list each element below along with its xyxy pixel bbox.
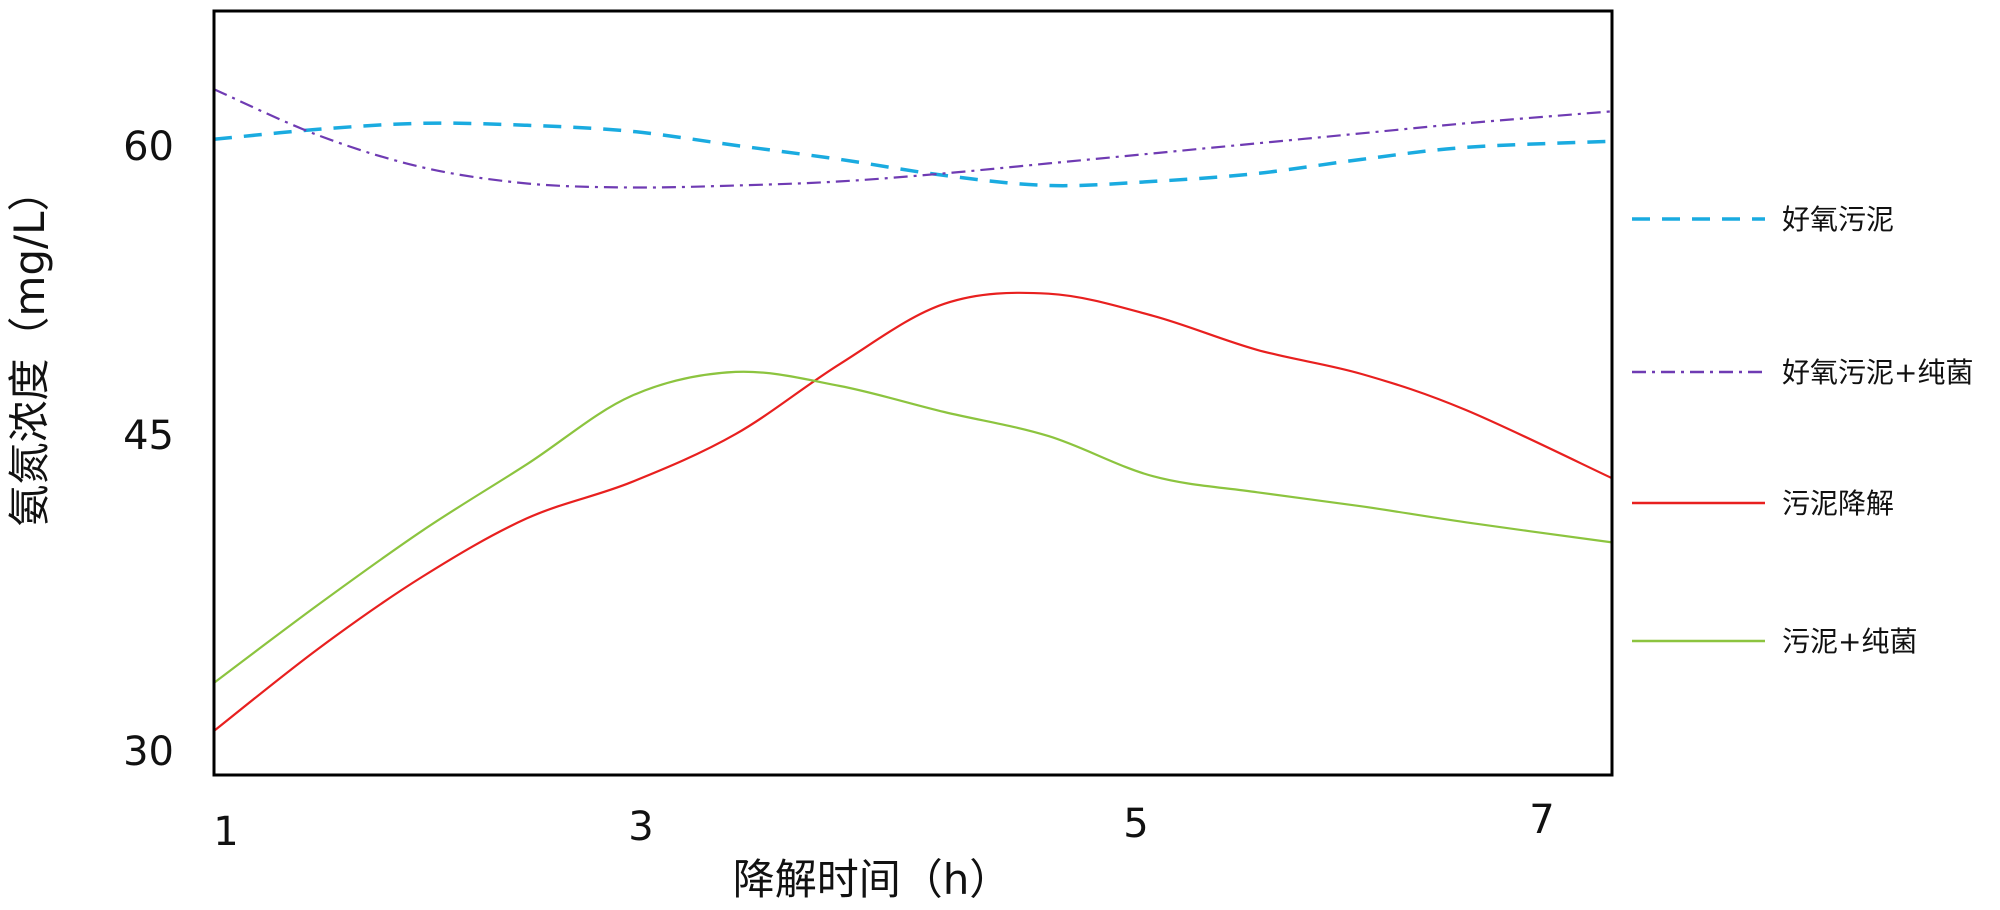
series-1-line xyxy=(213,121,1613,188)
x-tick-label-7: 7 xyxy=(1529,797,1554,843)
x-tick-label-1: 1 xyxy=(213,809,238,855)
y-tick-label-30: 30 xyxy=(123,729,174,775)
legend-label-2: 好氧污泥+纯菌 xyxy=(1782,356,1973,389)
plot-lines xyxy=(213,88,1613,732)
plot-frame xyxy=(212,9,1614,777)
legend-label-3: 污泥降解 xyxy=(1782,487,1894,520)
x-tick-label-3: 3 xyxy=(628,804,653,850)
series-4-line xyxy=(213,370,1613,684)
y-tick-label-45: 45 xyxy=(123,413,174,459)
x-tick-label-5: 5 xyxy=(1123,801,1148,847)
legend-label-1: 好氧污泥 xyxy=(1782,203,1894,236)
series-3-line xyxy=(213,291,1613,732)
series-2-line xyxy=(213,88,1613,189)
x-axis-title: 降解时间（h） xyxy=(733,855,1012,904)
legend-label-4: 污泥+纯菌 xyxy=(1782,625,1917,658)
y-tick-label-60: 60 xyxy=(123,124,174,170)
y-axis-title: 氨氮浓度（mg/L） xyxy=(5,169,54,526)
